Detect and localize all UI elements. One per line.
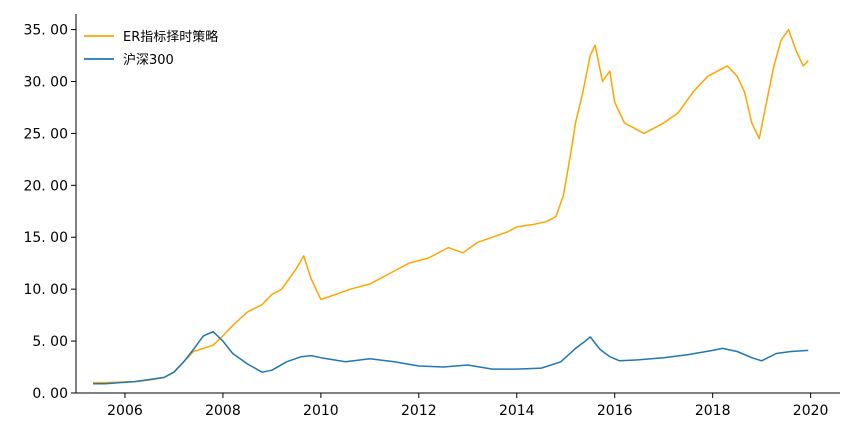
y-tick-label: 10. 00 [23, 282, 68, 298]
axes: 0. 00 5. 00 10. 00 15. 00 20. 00 25. 00 30. 00… [23, 14, 840, 419]
legend-label-0: ER指标择时策略 [123, 29, 218, 45]
y-tick-label: 35. 00 [23, 23, 68, 39]
x-tick-label: 2008 [205, 403, 241, 419]
x-tick-label: 2018 [695, 403, 731, 419]
y-tick-label: 15. 00 [23, 230, 68, 246]
series-line-0 [93, 28, 809, 384]
x-tick-label: 2016 [597, 403, 633, 419]
x-tick-label: 2006 [107, 403, 143, 419]
y-tick-label: 20. 00 [23, 178, 68, 194]
x-tick-label: 2014 [499, 403, 535, 419]
y-tick-label: 0. 00 [32, 386, 68, 402]
y-tick-label: 30. 00 [23, 74, 68, 90]
x-tick-label: 2012 [401, 403, 437, 419]
x-tick-label: 2010 [303, 403, 339, 419]
legend-label-1: 沪深300 [123, 52, 174, 68]
series-line-1 [93, 330, 809, 385]
series-layer [93, 28, 809, 385]
y-tick-label: 25. 00 [23, 126, 68, 142]
y-tick-label: 5. 00 [32, 334, 68, 350]
x-tick-label: 2020 [793, 403, 829, 419]
